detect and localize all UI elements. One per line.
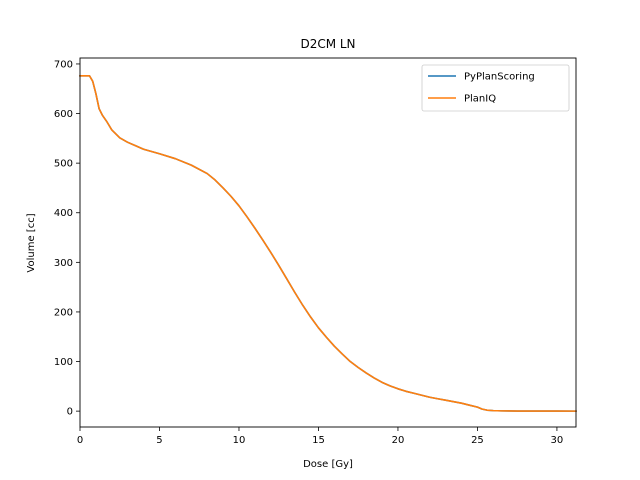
legend-label-0: PyPlanScoring [464,72,535,83]
x-tick-label: 25 [471,435,484,446]
x-axis-label: Dose [Gy] [303,459,353,470]
series-line-0 [79,75,577,412]
x-tick-label: 15 [312,435,325,446]
y-tick-label: 500 [54,159,73,170]
legend-label-1: PlanIQ [464,94,496,105]
chart-title: D2CM LN [300,37,355,51]
x-tick-label: 20 [392,435,405,446]
y-tick-label: 0 [67,407,73,418]
x-axis: 0 5 10 15 20 25 30 [77,427,563,446]
y-tick-label: 400 [54,208,73,219]
axes-frame [79,57,577,428]
legend: PyPlanScoring PlanIQ [421,64,570,112]
x-tick-label: 30 [551,435,564,446]
y-tick-label: 700 [54,59,73,70]
x-tick-label: 5 [156,435,162,446]
legend-box [421,64,570,112]
plot-area [79,57,577,428]
x-tick-label: 10 [233,435,246,446]
y-axis-label: Volume [cc] [26,213,37,272]
y-axis: 0 100 200 300 400 500 600 700 [54,59,80,418]
y-tick-label: 600 [54,109,73,120]
y-tick-label: 300 [54,258,73,269]
y-tick-label: 200 [54,307,73,318]
y-tick-label: 100 [54,357,73,368]
series-line-1 [79,75,577,412]
x-tick-label: 0 [77,435,83,446]
